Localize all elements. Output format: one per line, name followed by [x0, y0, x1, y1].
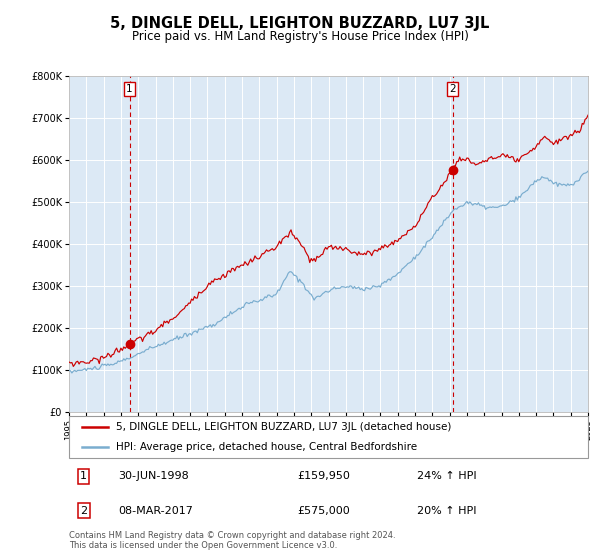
Text: 5, DINGLE DELL, LEIGHTON BUZZARD, LU7 3JL: 5, DINGLE DELL, LEIGHTON BUZZARD, LU7 3J… [110, 16, 490, 31]
Text: 2: 2 [449, 84, 456, 94]
Text: 30-JUN-1998: 30-JUN-1998 [118, 471, 189, 481]
Text: 1: 1 [80, 471, 87, 481]
Text: 2: 2 [80, 506, 87, 516]
Text: Price paid vs. HM Land Registry's House Price Index (HPI): Price paid vs. HM Land Registry's House … [131, 30, 469, 43]
Text: 1: 1 [126, 84, 133, 94]
Text: 08-MAR-2017: 08-MAR-2017 [118, 506, 193, 516]
Text: 20% ↑ HPI: 20% ↑ HPI [417, 506, 476, 516]
Text: £159,950: £159,950 [298, 471, 350, 481]
Text: Contains HM Land Registry data © Crown copyright and database right 2024.
This d: Contains HM Land Registry data © Crown c… [69, 531, 395, 550]
Text: 24% ↑ HPI: 24% ↑ HPI [417, 471, 476, 481]
Text: £575,000: £575,000 [298, 506, 350, 516]
Text: HPI: Average price, detached house, Central Bedfordshire: HPI: Average price, detached house, Cent… [116, 442, 417, 452]
FancyBboxPatch shape [69, 416, 588, 458]
Text: 5, DINGLE DELL, LEIGHTON BUZZARD, LU7 3JL (detached house): 5, DINGLE DELL, LEIGHTON BUZZARD, LU7 3J… [116, 422, 451, 432]
